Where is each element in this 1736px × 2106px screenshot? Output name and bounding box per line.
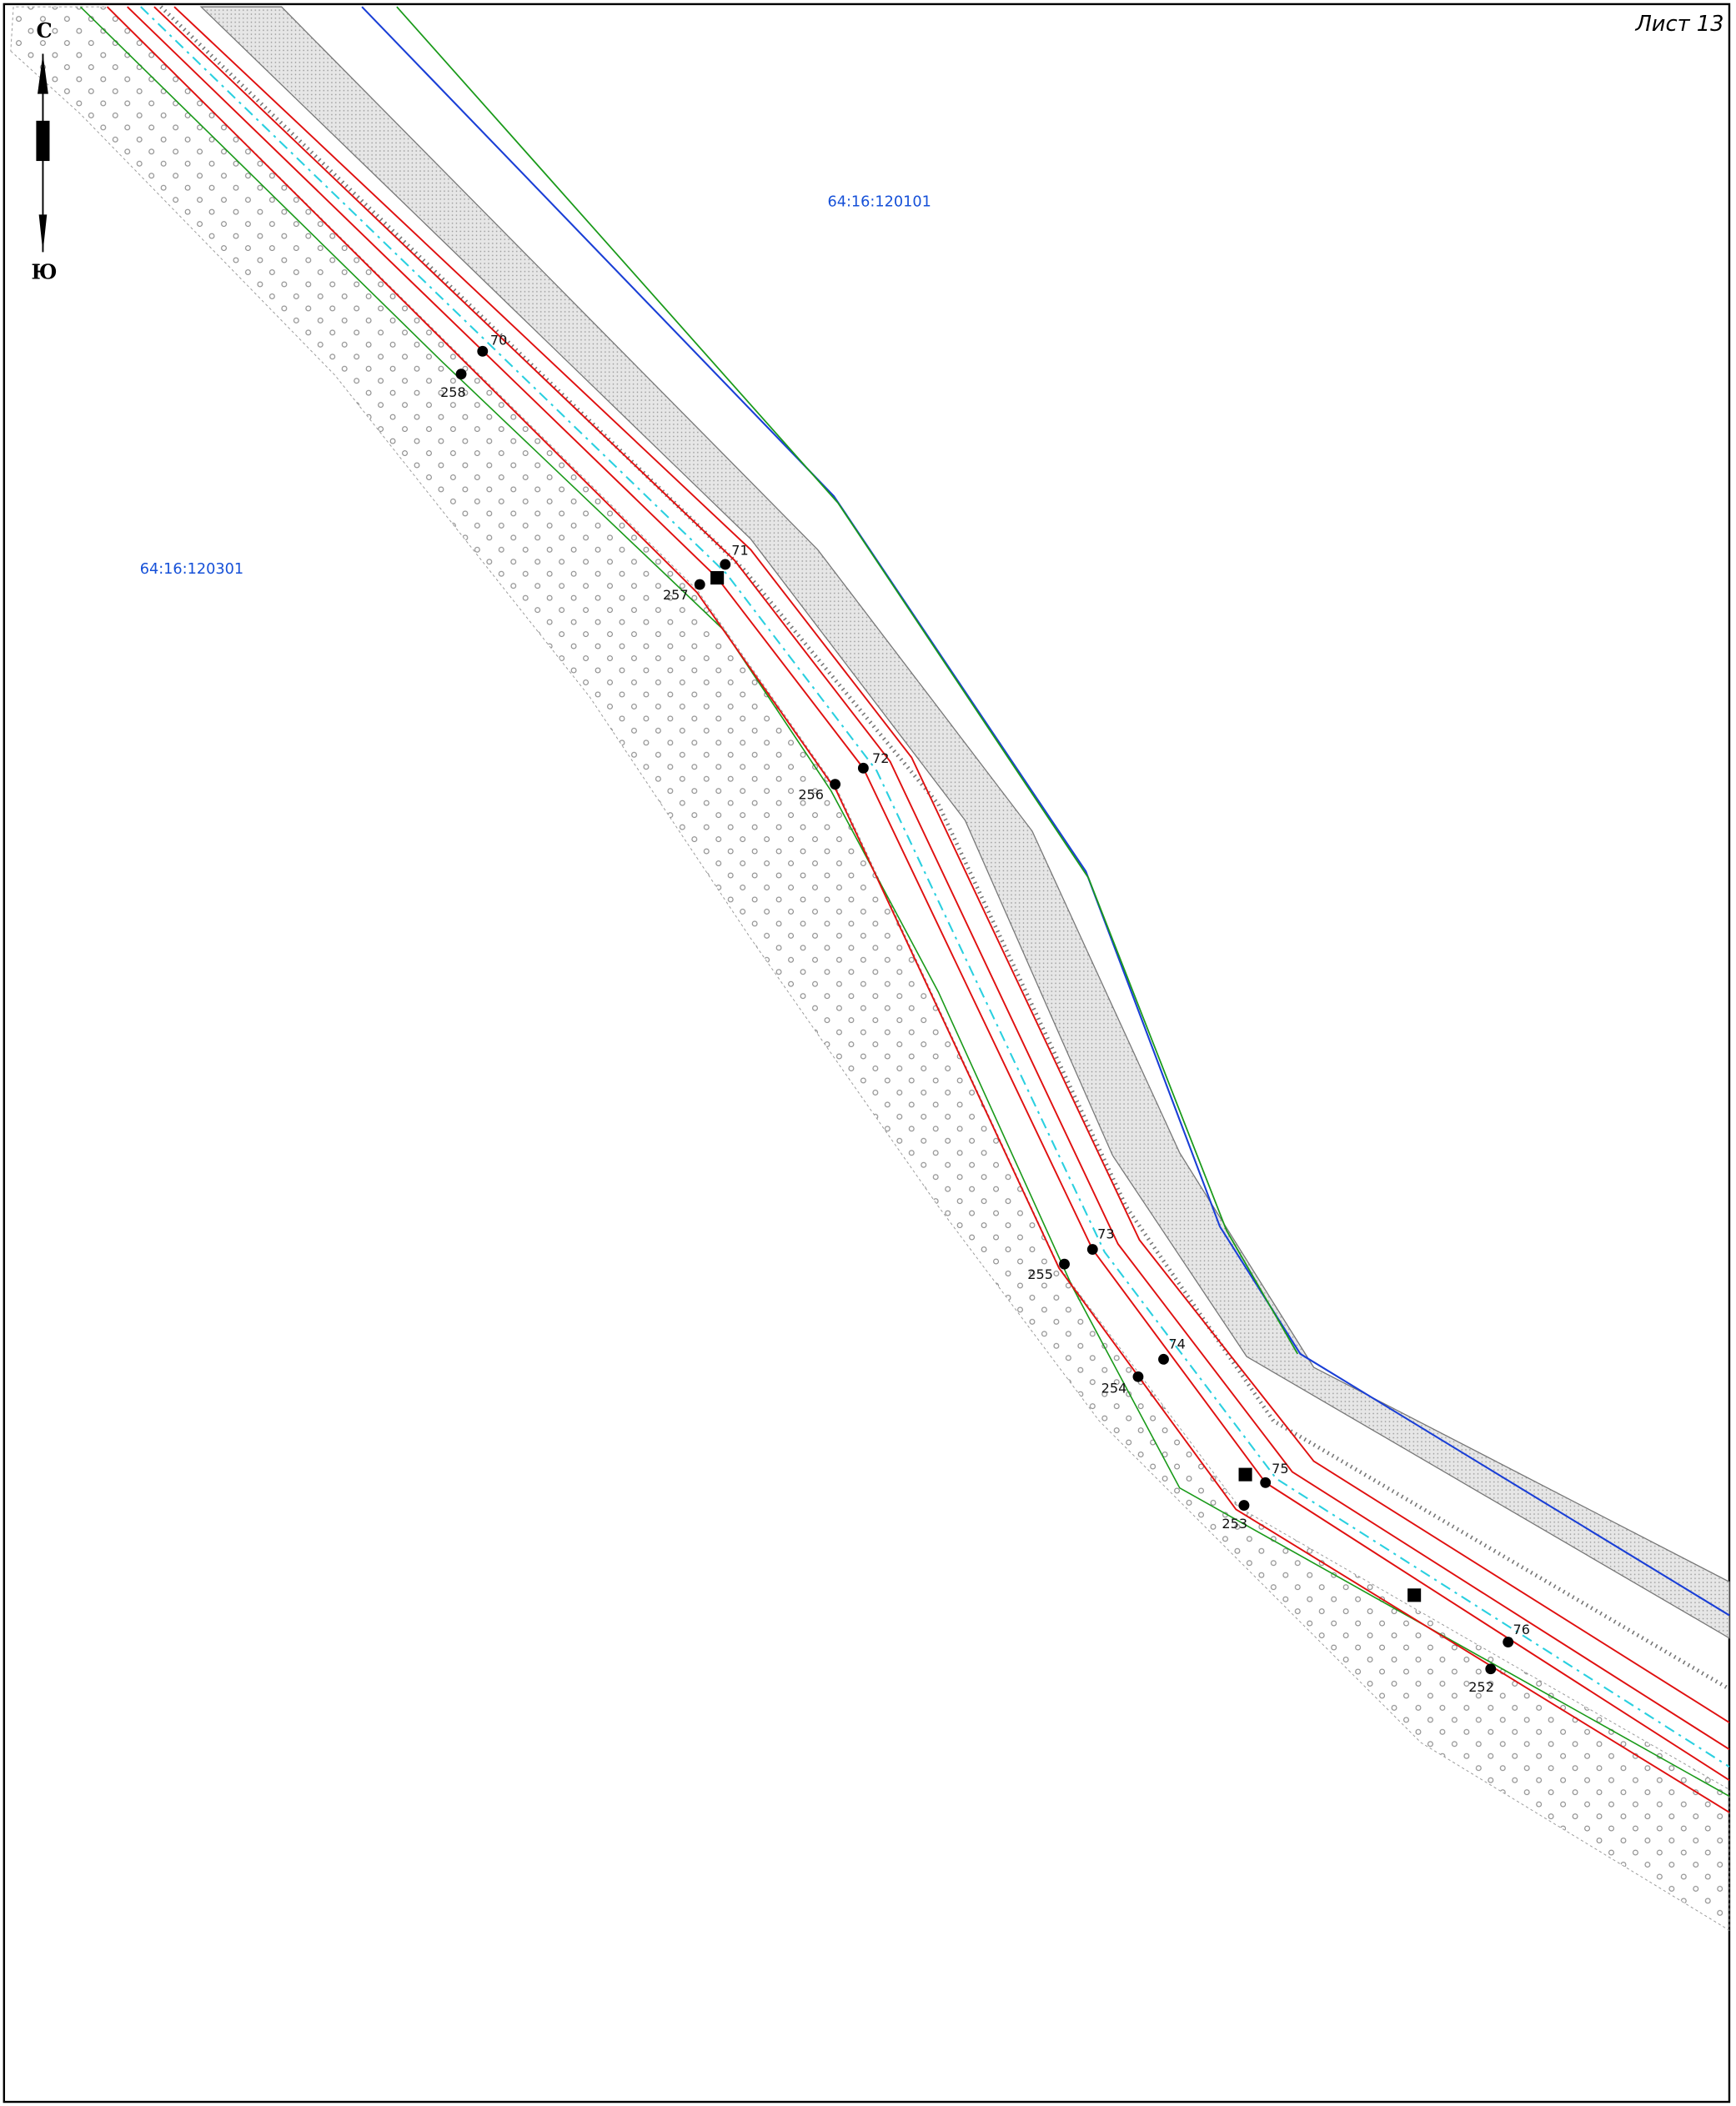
boundary-line [79,6,1730,1798]
red-line [173,6,1730,1723]
arrow-tail [38,214,48,253]
terrain-area [10,6,1730,1932]
survey-point [1086,1244,1098,1255]
point-label: 70 [490,332,507,348]
survey-point [1158,1353,1169,1365]
point-label: 256 [798,786,824,802]
point-label: 74 [1168,1336,1185,1352]
survey-point [1059,1258,1070,1270]
point-label: 258 [440,384,466,400]
survey-point [720,559,731,570]
survey-point [1503,1637,1514,1648]
parcel-boundary [396,6,1299,1355]
well [710,571,725,585]
parcel-number: 64:16:120101 [827,194,931,211]
point-label: 257 [663,587,689,603]
well-markers [710,571,1422,1602]
parcel-number: 64:16:120301 [140,561,243,578]
point-label: 252 [1468,1679,1494,1695]
point-label: 254 [1101,1381,1127,1396]
survey-point [1132,1371,1144,1382]
point-label: 253 [1222,1516,1247,1532]
route-lines [106,6,1730,1813]
arrow-head [38,53,48,94]
survey-point [694,579,705,590]
point-label: 75 [1272,1461,1288,1477]
point-label: 255 [1027,1266,1053,1282]
parcel-boundary [361,6,1730,1617]
survey-point [830,779,841,790]
survey-point [477,345,489,357]
well [1238,1467,1252,1482]
survey-point [1485,1663,1497,1675]
north-arrow: С Ю [32,18,58,283]
point-label: 73 [1097,1226,1114,1242]
south-label: Ю [32,260,58,284]
survey-point [857,762,869,774]
survey-point [1238,1500,1250,1512]
road-band [199,6,1730,1639]
point-label: 71 [731,543,748,559]
point-label: 72 [872,750,889,766]
arrow-body [36,120,50,162]
point-label: 76 [1513,1622,1530,1637]
sheet-number: Лист 13 [1634,12,1723,37]
well [1407,1588,1422,1602]
survey-point [455,369,467,380]
survey-point [1260,1477,1272,1488]
north-label: С [36,18,52,43]
axis-line [140,6,1730,1768]
red-line [106,6,1730,1813]
red-line [153,6,1730,1751]
red-line [127,6,1730,1782]
